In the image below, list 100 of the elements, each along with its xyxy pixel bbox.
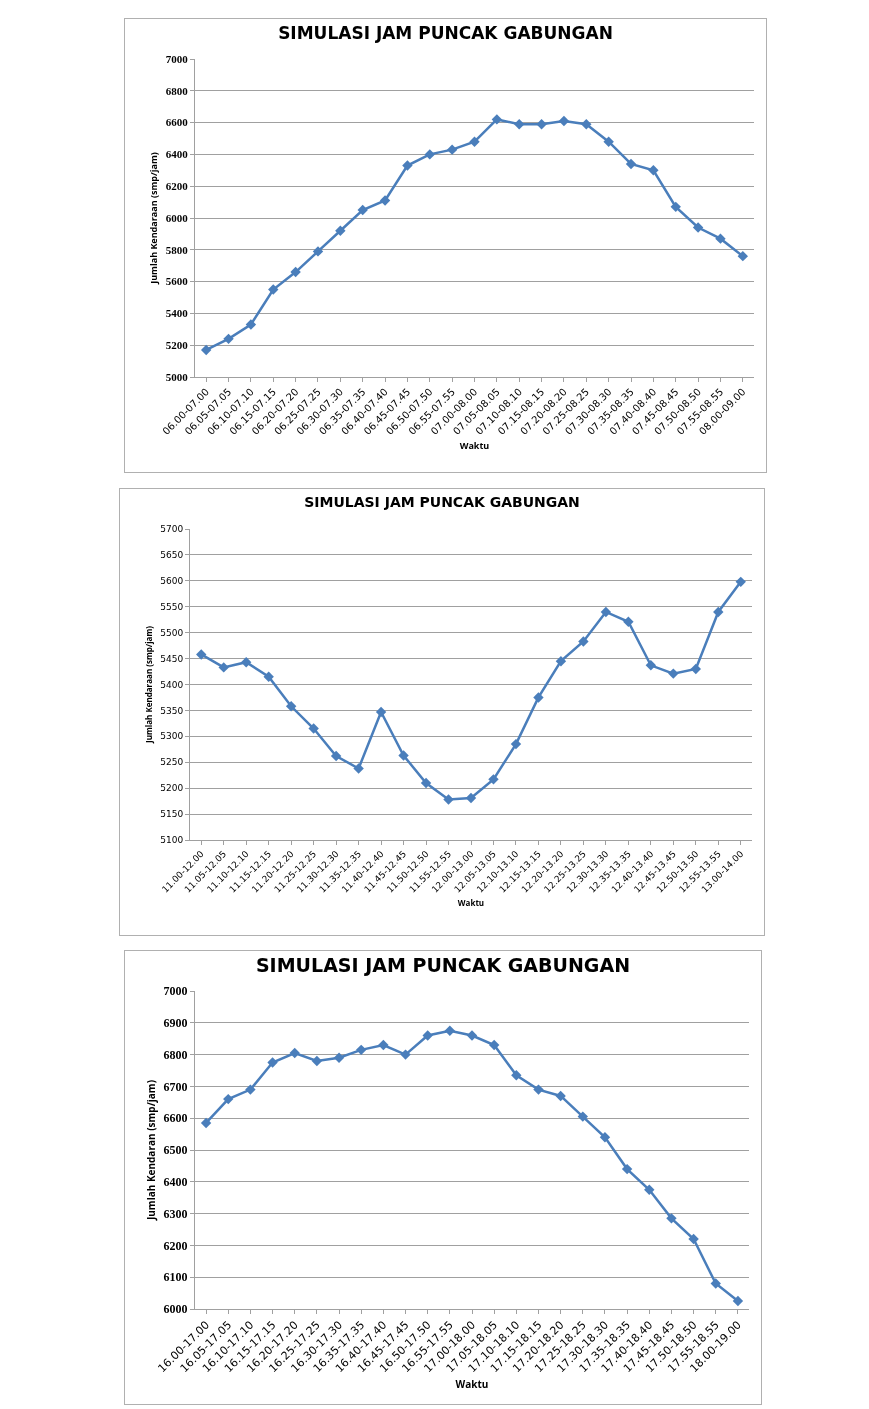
y-tick-label: 6400: [165, 148, 189, 161]
point: [422, 1030, 433, 1041]
point: [577, 1111, 588, 1122]
point: [623, 616, 634, 627]
y-tick-label: 7000: [163, 984, 188, 999]
point: [200, 344, 212, 356]
point: [245, 1084, 256, 1095]
point: [402, 160, 413, 171]
y-tick-label: 5700: [160, 524, 184, 535]
y-axis-title: Jumlah Kendaraan (smp/jam): [147, 152, 161, 285]
point: [379, 195, 391, 206]
y-tick-label: 5200: [165, 339, 189, 352]
point: [267, 1057, 278, 1068]
point: [510, 738, 522, 750]
y-tick-label: 5300: [160, 731, 184, 742]
point: [713, 606, 724, 618]
point: [668, 668, 679, 679]
y-tick-label: 6300: [163, 1206, 188, 1221]
point: [581, 118, 592, 130]
x-axis-title: Waktu: [455, 1376, 489, 1391]
point: [625, 158, 637, 170]
y-tick-label: 5600: [165, 275, 189, 288]
x-axis-title: Waktu: [457, 896, 485, 908]
y-tick-label: 5200: [160, 783, 184, 794]
point: [330, 750, 342, 762]
point: [558, 115, 570, 127]
point: [444, 1025, 456, 1036]
y-tick-label: 6200: [165, 180, 189, 193]
point: [688, 1233, 699, 1245]
y-tick-label: 6700: [163, 1079, 188, 1094]
chart-title: SIMULASI JAM PUNCAK GABUNGAN: [278, 22, 613, 43]
point: [735, 576, 746, 588]
point: [263, 671, 274, 682]
y-axis-title: Jumlah Kendaraan (smp/jam): [142, 625, 155, 744]
y-tick-label: 5250: [160, 757, 184, 768]
point: [644, 1184, 655, 1195]
point: [289, 1047, 300, 1059]
point: [555, 655, 567, 667]
point: [223, 333, 234, 345]
y-tick-label: 5450: [160, 653, 184, 664]
y-tick-label: 6200: [163, 1238, 188, 1253]
point: [335, 225, 346, 236]
y-tick-label: 6600: [165, 116, 189, 129]
y-tick-label: 5500: [160, 627, 184, 638]
point: [514, 118, 525, 130]
point: [398, 750, 409, 761]
point: [241, 657, 252, 668]
point: [603, 136, 614, 147]
y-tick-label: 5800: [165, 243, 189, 256]
point: [245, 319, 257, 330]
point: [715, 233, 726, 244]
point: [511, 1070, 522, 1081]
point: [737, 250, 749, 262]
y-tick-label: 5550: [160, 601, 184, 612]
point: [670, 201, 681, 213]
point: [533, 1084, 544, 1095]
point: [290, 266, 301, 278]
point: [648, 165, 659, 176]
y-tick-label: 5650: [160, 550, 184, 561]
point: [469, 136, 480, 147]
y-tick-label: 6800: [163, 1047, 188, 1062]
point: [196, 649, 207, 660]
y-tick-label: 6000: [163, 1302, 188, 1317]
point: [218, 662, 229, 673]
point: [578, 636, 589, 647]
chart-title: SIMULASI JAM PUNCAK GABUNGAN: [304, 493, 580, 510]
y-tick-label: 6100: [163, 1270, 188, 1285]
point: [446, 144, 458, 155]
y-tick-label: 6800: [165, 84, 189, 97]
point: [311, 1055, 323, 1067]
y-tick-label: 5400: [160, 679, 184, 690]
y-tick-label: 5400: [165, 307, 189, 320]
point: [356, 1044, 367, 1056]
y-axis-title: Jumlah Kendaran (smp/jam): [143, 1079, 158, 1222]
point: [308, 723, 319, 734]
point: [666, 1213, 677, 1224]
y-tick-label: 5350: [160, 705, 184, 716]
point: [536, 118, 547, 130]
chart-title: SIMULASI JAM PUNCAK GABUNGAN: [255, 954, 631, 977]
point: [357, 204, 368, 216]
x-axis-title: Waktu: [459, 438, 490, 452]
y-tick-label: 5150: [160, 809, 184, 820]
point: [491, 114, 503, 125]
point: [400, 1049, 411, 1060]
point: [710, 1278, 721, 1289]
point: [420, 777, 432, 789]
point: [599, 1132, 611, 1143]
y-tick-label: 6000: [165, 211, 189, 224]
y-tick-label: 6900: [163, 1016, 188, 1030]
point: [443, 794, 454, 805]
point: [378, 1039, 389, 1051]
y-tick-label: 6400: [163, 1175, 188, 1189]
point: [200, 1117, 212, 1129]
point: [375, 706, 387, 718]
point: [732, 1295, 744, 1307]
point: [466, 1030, 478, 1041]
point: [692, 222, 704, 233]
point: [600, 606, 612, 618]
point: [285, 701, 297, 712]
y-tick-label: 5600: [160, 575, 184, 586]
